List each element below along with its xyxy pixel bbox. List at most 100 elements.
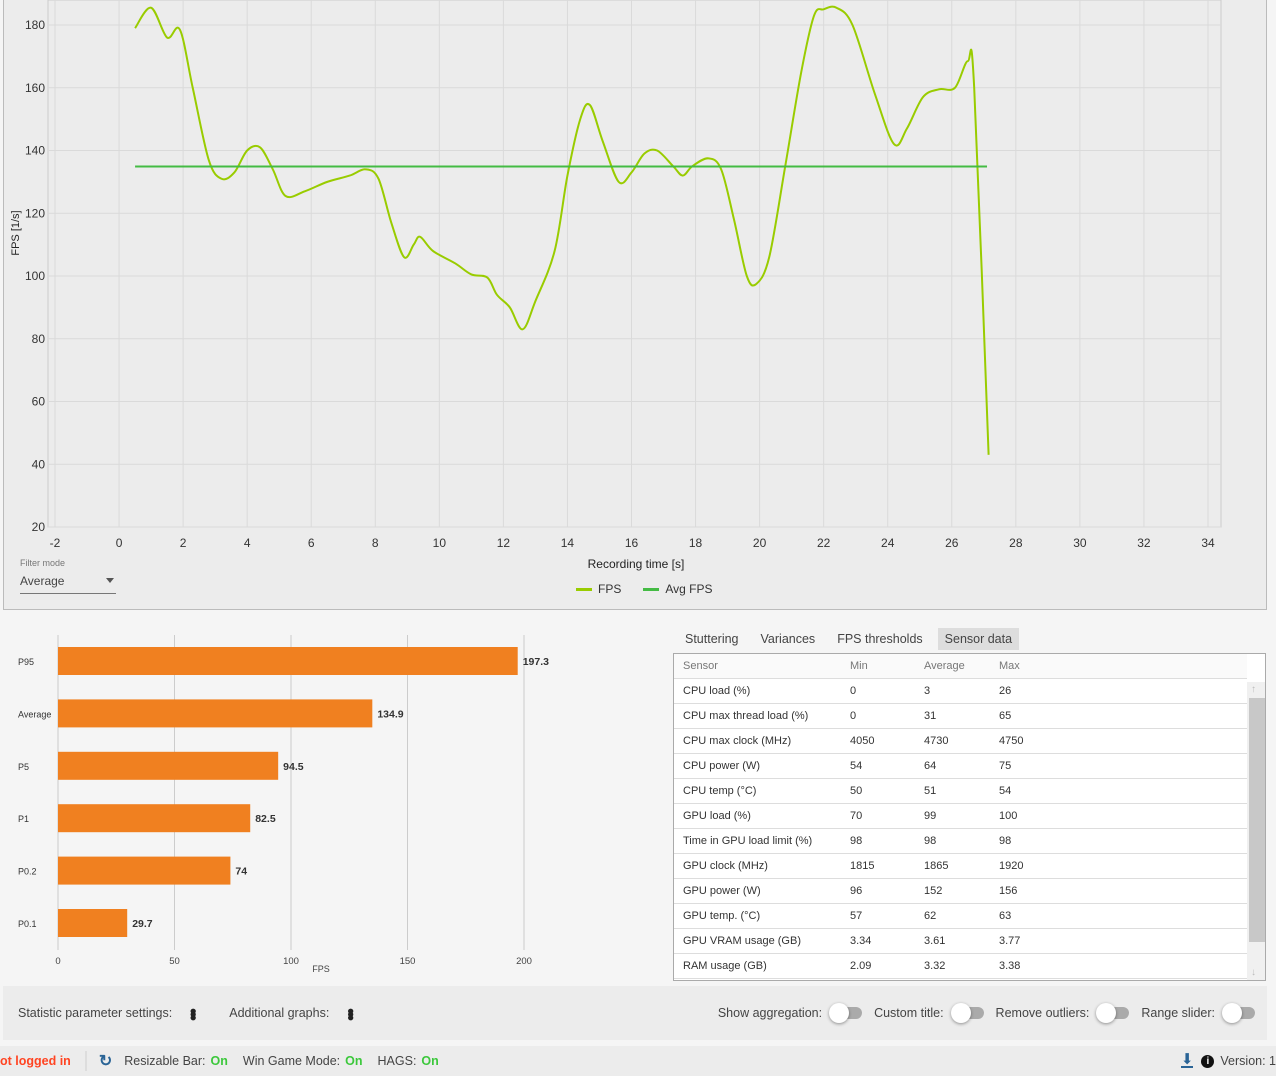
arrow-up-icon[interactable]: ↑ bbox=[1251, 684, 1256, 695]
column-header[interactable]: Max bbox=[999, 660, 1020, 672]
login-status[interactable]: ot logged in bbox=[0, 1054, 71, 1068]
table-cell: 98 bbox=[999, 835, 1012, 847]
toggle-switch[interactable] bbox=[1096, 1003, 1130, 1023]
filter-mode-select[interactable]: Average bbox=[20, 572, 116, 594]
bar bbox=[58, 647, 518, 675]
table-row: RAM usage (GB) 2.09 3.32 3.38 bbox=[674, 954, 1247, 979]
table-cell: CPU max thread load (%) bbox=[683, 710, 809, 722]
more-vertical-icon[interactable]: ••• bbox=[183, 1008, 204, 1018]
table-row: GPU power (W) 96 152 156 bbox=[674, 879, 1247, 904]
tab-variances[interactable]: Variances bbox=[760, 632, 816, 646]
status-item-value: On bbox=[421, 1054, 439, 1068]
table-cell: 100 bbox=[999, 810, 1018, 822]
y-tick-label: 120 bbox=[25, 206, 45, 220]
filter-mode[interactable]: Filter mode Average bbox=[20, 558, 116, 594]
legend-swatch bbox=[576, 587, 592, 591]
x-tick-label: 2 bbox=[180, 536, 187, 550]
table-row: GPU load (%) 70 99 100 bbox=[674, 804, 1247, 829]
statistics-panel: 0 50 100 150 200 FPS P95 197.3 Average 134.9 P5 94.… bbox=[0, 620, 1276, 985]
table-row: CPU max clock (MHz) 4050 4730 4750 bbox=[674, 729, 1247, 754]
table-cell: 4750 bbox=[999, 735, 1024, 747]
table-cell: 3.38 bbox=[999, 960, 1021, 972]
tab-sensor-data[interactable]: Sensor data bbox=[937, 628, 1020, 650]
table-row: CPU max thread load (%) 0 31 65 bbox=[674, 704, 1247, 729]
scrollbar[interactable]: ↑ ↓ bbox=[1247, 682, 1265, 980]
column-header[interactable]: Sensor bbox=[683, 660, 718, 672]
tab-stuttering[interactable]: Stuttering bbox=[685, 632, 739, 646]
toggle-switch[interactable] bbox=[829, 1003, 863, 1023]
y-tick-label: 100 bbox=[25, 269, 45, 283]
table-cell: 64 bbox=[924, 760, 937, 772]
table-row: CPU temp (°C) 50 51 54 bbox=[674, 779, 1247, 804]
toggle-switch[interactable] bbox=[950, 1003, 984, 1023]
bar bbox=[58, 751, 279, 780]
x-tick-label: 0 bbox=[55, 956, 60, 967]
x-tick-label: 0 bbox=[116, 536, 123, 550]
y-tick-label: 80 bbox=[32, 332, 46, 346]
tab-fps-thresholds[interactable]: FPS thresholds bbox=[837, 632, 923, 646]
status-item-label: Win Game Mode: bbox=[242, 1054, 341, 1068]
chevron-down-icon bbox=[106, 578, 114, 583]
table-row: Time in GPU load limit (%) 98 98 98 bbox=[674, 829, 1247, 854]
table-cell: 96 bbox=[850, 885, 863, 897]
y-axis-title: FPS [1/s] bbox=[10, 210, 22, 255]
bar bbox=[58, 699, 373, 728]
chart-legend: FPS Avg FPS bbox=[576, 582, 712, 596]
table-cell: RAM usage (GB) bbox=[683, 960, 767, 972]
table-cell: 65 bbox=[999, 710, 1012, 722]
x-tick-label: 26 bbox=[945, 536, 959, 550]
refresh-icon[interactable]: ↻ bbox=[98, 1053, 113, 1070]
x-tick-label: 24 bbox=[881, 536, 895, 550]
additional-graphs-label: Additional graphs: bbox=[229, 1006, 330, 1020]
x-tick-label: 4 bbox=[244, 536, 251, 550]
y-tick-label: 180 bbox=[25, 18, 45, 32]
column-header[interactable]: Min bbox=[850, 660, 868, 672]
y-tick-label: 160 bbox=[25, 81, 45, 95]
table-cell: 1865 bbox=[924, 860, 949, 872]
bar-category-label: P1 bbox=[18, 814, 29, 824]
info-icon[interactable]: i bbox=[1201, 1054, 1215, 1068]
column-header[interactable]: Average bbox=[924, 660, 965, 672]
x-tick-label: 12 bbox=[497, 536, 511, 550]
x-tick-label: 30 bbox=[1073, 536, 1087, 550]
bar-value-label: 197.3 bbox=[523, 656, 549, 668]
fps-line-chart: -2 0 2 4 6 8 10 12 14 16 18 20 22 24 26 28 30 32 342040608… bbox=[10, 0, 1222, 571]
table-cell: 3.77 bbox=[999, 935, 1021, 947]
table-cell: 3.61 bbox=[924, 935, 946, 947]
bar-category-label: P95 bbox=[18, 657, 34, 667]
bar-value-label: 94.5 bbox=[283, 761, 304, 773]
table-cell: 99 bbox=[924, 810, 937, 822]
y-tick-label: 20 bbox=[32, 520, 46, 534]
series-line-0 bbox=[134, 5, 990, 455]
x-tick-label: 20 bbox=[753, 536, 767, 550]
download-icon[interactable]: ⬇ bbox=[1180, 1051, 1194, 1068]
legend-label: FPS bbox=[598, 582, 622, 596]
legend-item[interactable]: Avg FPS bbox=[643, 582, 712, 596]
x-tick-label: 10 bbox=[433, 536, 447, 550]
x-tick-label: 34 bbox=[1201, 536, 1215, 550]
bar bbox=[58, 804, 251, 833]
table-cell: GPU power (W) bbox=[683, 885, 761, 897]
divider bbox=[84, 1051, 87, 1071]
table-cell: CPU max clock (MHz) bbox=[683, 735, 792, 747]
x-tick-label: -2 bbox=[50, 536, 61, 550]
legend-item[interactable]: FPS bbox=[576, 582, 621, 596]
version-label: Version: 1 bbox=[1220, 1054, 1276, 1068]
status-item-label: HAGS: bbox=[377, 1054, 417, 1068]
scrollbar-thumb[interactable] bbox=[1249, 698, 1265, 942]
table-cell: 4050 bbox=[850, 735, 875, 747]
table-cell: 31 bbox=[924, 710, 937, 722]
table-cell: 54 bbox=[850, 760, 863, 772]
toggle-switch[interactable] bbox=[1222, 1003, 1255, 1023]
more-vertical-icon[interactable]: ••• bbox=[340, 1008, 361, 1018]
toggle-label: Remove outliers: bbox=[995, 1006, 1090, 1020]
table-cell: GPU temp. (°C) bbox=[683, 910, 761, 922]
table-cell: CPU power (W) bbox=[683, 760, 761, 772]
plot-area bbox=[47, 0, 1222, 528]
bar-value-label: 134.9 bbox=[377, 708, 403, 720]
legend-label: Avg FPS bbox=[665, 582, 713, 596]
table-cell: 0 bbox=[850, 710, 857, 722]
table-row: GPU VRAM usage (GB) 3.34 3.61 3.77 bbox=[674, 929, 1247, 954]
x-tick-label: 6 bbox=[308, 536, 315, 550]
arrow-down-icon[interactable]: ↓ bbox=[1251, 967, 1256, 978]
